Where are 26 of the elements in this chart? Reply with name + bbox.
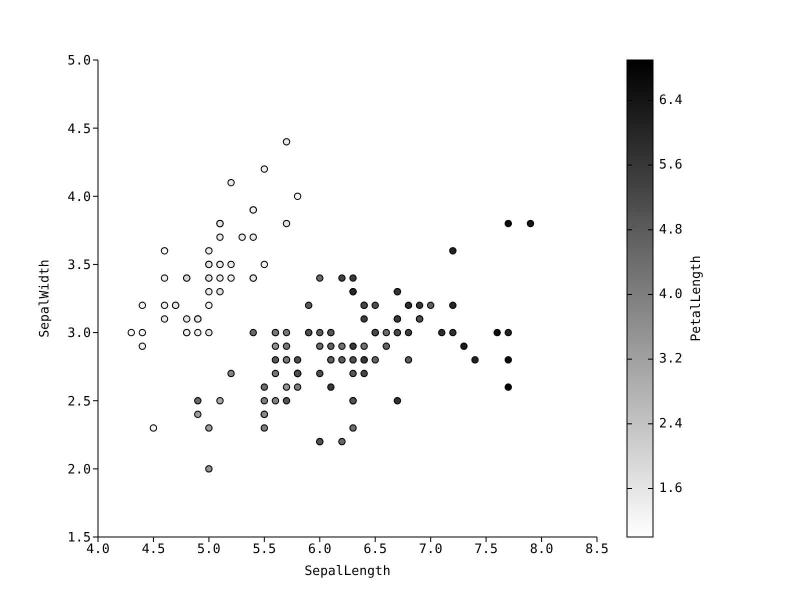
y-tick-label: 3.5 <box>68 258 91 274</box>
y-tick-label: 2.5 <box>68 394 91 410</box>
color-bar-label: 1.6 <box>659 480 682 496</box>
color-bar-label: 2.4 <box>659 416 683 432</box>
y-axis-title: SepalWidth <box>38 259 53 338</box>
y-tick-label: 5.0 <box>68 54 91 69</box>
color-bar-label: 3.2 <box>659 352 682 367</box>
x-tick-label: 4.5 <box>142 542 166 558</box>
y-tick-label: 4.5 <box>68 122 91 137</box>
x-tick-label: 6.0 <box>308 542 332 558</box>
color-bar-label: 5.6 <box>659 158 682 173</box>
y-tick-label: 2.0 <box>68 462 91 478</box>
y-tick-label: 3.0 <box>68 326 91 342</box>
x-tick-label: 7.5 <box>474 542 498 558</box>
color-bar-label: 6.4 <box>659 92 683 108</box>
color-bar-title: PetalLength <box>689 255 704 342</box>
x-axis-title: SepalLength <box>304 564 391 579</box>
x-tick-label: 8.5 <box>585 542 609 558</box>
x-tick-label: 8.0 <box>530 542 554 558</box>
x-tick-label: 6.5 <box>363 542 387 558</box>
color-bar-label: 4.8 <box>659 222 682 238</box>
x-tick-label: 5.0 <box>197 542 221 558</box>
y-tick-label: 4.0 <box>68 190 91 205</box>
x-tick-label: 7.0 <box>418 542 442 558</box>
x-tick-label: 5.5 <box>252 542 276 558</box>
color-bar-label: 4.0 <box>659 286 682 302</box>
